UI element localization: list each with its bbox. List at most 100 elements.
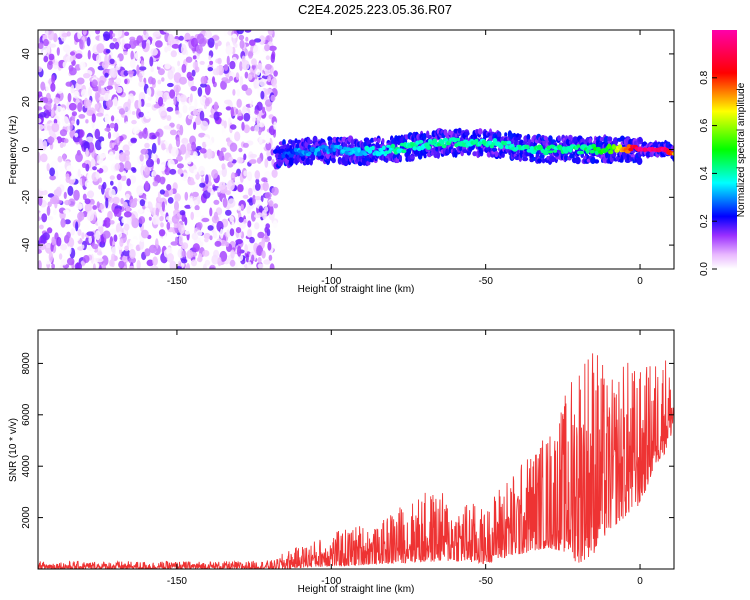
noise-blob [196,222,203,230]
noise-blob [53,138,59,149]
noise-blob [69,51,76,56]
noise-blob [189,115,194,120]
noise-blob [81,175,86,187]
noise-blob [143,30,147,36]
noise-blob [169,168,177,175]
noise-blob [114,30,123,38]
noise-blob [268,200,274,207]
snr-series-line [38,353,674,569]
noise-blob [238,34,245,41]
noise-blob [211,169,219,179]
track-halo [409,155,415,160]
noise-blob [254,109,259,115]
noise-blob [190,211,194,221]
noise-blob [82,255,90,263]
noise-blob [123,101,131,112]
noise-blob [169,129,177,136]
noise-blob [115,77,122,85]
noise-blob [196,33,205,45]
noise-blob [82,30,87,36]
noise-blob [176,94,181,102]
noise-blob [204,97,210,107]
noise-blob [128,256,137,264]
noise-blob [181,258,188,264]
noise-blob [76,203,84,210]
track-core [345,147,352,152]
noise-blob [65,176,71,184]
noise-blob [101,60,109,70]
noise-blob [243,112,251,122]
noise-blob [131,167,137,173]
noise-blob [76,119,80,126]
noise-blob [226,55,230,66]
noise-blob [196,230,203,237]
noise-blob [42,232,50,241]
noise-blob [176,155,183,162]
noise-blob [181,250,187,258]
noise-blob [265,55,270,60]
track-halo [381,138,385,144]
noise-blob [109,122,115,129]
noise-blob [84,198,91,205]
snr-frame [37,329,675,570]
noise-blob [148,216,152,221]
noise-blob [229,228,235,237]
noise-blob [267,75,272,83]
noise-blob [138,72,143,83]
noise-blob [60,259,68,266]
noise-blob [250,93,256,101]
noise-blob [62,44,71,53]
noise-blob [199,182,206,188]
noise-blob [224,99,232,105]
noise-blob [215,124,223,129]
noise-blob [256,115,260,126]
noise-blob [227,198,236,208]
noise-blob [115,64,121,71]
noise-blob [114,155,120,160]
noise-blob [86,231,95,236]
noise-blob [264,44,270,52]
noise-blob [196,256,203,263]
noise-blob [254,73,258,80]
track-core [371,145,375,151]
noise-blob [211,76,216,85]
noise-blob [223,120,227,129]
noise-blob [96,201,100,209]
noise-blob [177,168,183,175]
noise-blob [248,159,257,164]
noise-blob [76,77,85,85]
noise-blob [144,248,151,257]
noise-blob [64,219,71,225]
noise-blob [107,131,112,139]
track-halo [607,136,613,142]
noise-blob [225,209,232,216]
noise-blob [273,203,279,209]
noise-blob [265,63,272,70]
noise-blob [56,87,64,94]
noise-blob [81,244,85,249]
noise-blob [38,212,43,218]
track-halo [307,139,313,145]
noise-blob [230,249,235,259]
noise-blob [186,157,192,165]
noise-blob [59,166,65,172]
x-tick-label: 0 [637,276,643,287]
noise-blob [60,243,68,251]
noise-blob [271,78,277,86]
noise-blob [156,90,163,97]
noise-blob [204,237,209,243]
colorbar [712,30,737,269]
noise-blob [161,77,165,82]
noise-blob [220,147,227,153]
noise-blob [173,96,177,106]
track-core [307,151,312,156]
track-core [498,144,504,150]
noise-blob [213,101,219,112]
noise-blob [66,231,71,239]
noise-blob [199,96,207,104]
noise-blob [121,175,127,181]
track-core [455,137,461,142]
noise-blob [131,111,136,115]
noise-blob [126,178,131,187]
track-core [329,148,334,153]
